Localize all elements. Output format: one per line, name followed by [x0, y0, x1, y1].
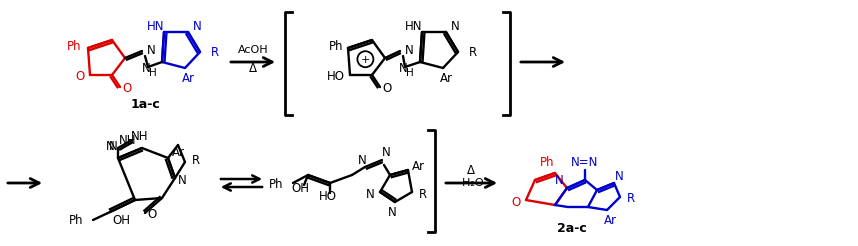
- Text: HO: HO: [319, 190, 337, 203]
- Text: N: N: [614, 169, 624, 183]
- Text: Ar: Ar: [603, 214, 617, 227]
- Text: N: N: [451, 19, 460, 32]
- Text: N: N: [109, 140, 118, 154]
- Text: HN: HN: [405, 19, 423, 32]
- Text: N=N: N=N: [571, 155, 599, 169]
- Text: Δ: Δ: [467, 165, 475, 178]
- Text: HN: HN: [148, 19, 165, 32]
- Text: N: N: [358, 154, 366, 167]
- Text: Ar: Ar: [172, 147, 184, 159]
- Text: OH: OH: [112, 215, 130, 228]
- Text: +: +: [360, 55, 370, 65]
- Text: Δ: Δ: [249, 62, 257, 75]
- Text: N: N: [106, 139, 114, 153]
- Text: H: H: [149, 68, 157, 78]
- Text: AcOH: AcOH: [238, 45, 269, 55]
- Text: Ar: Ar: [182, 72, 195, 84]
- Text: 2a-c: 2a-c: [557, 221, 587, 234]
- Text: R: R: [627, 193, 635, 205]
- Text: R: R: [192, 154, 200, 167]
- Text: N: N: [554, 174, 564, 187]
- Text: Ar: Ar: [439, 72, 452, 84]
- Text: N: N: [399, 62, 408, 75]
- Text: Ar: Ar: [412, 160, 425, 173]
- Text: Ph: Ph: [329, 41, 343, 53]
- Text: Ph: Ph: [67, 41, 82, 53]
- Text: N: N: [382, 147, 390, 159]
- Text: N: N: [405, 44, 414, 57]
- Text: HO: HO: [327, 70, 345, 82]
- Text: N: N: [366, 188, 374, 201]
- Text: OH: OH: [291, 182, 309, 195]
- Text: R: R: [211, 46, 219, 59]
- Text: 1a-c: 1a-c: [130, 98, 160, 111]
- Text: Ph: Ph: [540, 156, 554, 169]
- Text: N: N: [178, 174, 186, 187]
- Text: O: O: [148, 207, 157, 220]
- Text: O: O: [123, 82, 131, 95]
- Text: Ph: Ph: [269, 179, 283, 191]
- Text: R: R: [469, 46, 477, 59]
- Text: R: R: [419, 187, 427, 200]
- Text: O: O: [383, 82, 391, 95]
- Text: N: N: [147, 44, 156, 57]
- Text: H: H: [406, 68, 414, 78]
- Text: N: N: [193, 19, 202, 32]
- Text: NH: NH: [131, 129, 148, 142]
- Text: NH: NH: [119, 135, 136, 148]
- Text: N: N: [388, 205, 396, 218]
- Text: N: N: [142, 62, 150, 75]
- Text: O: O: [511, 196, 521, 209]
- Text: O: O: [76, 70, 85, 82]
- Text: Ph: Ph: [69, 214, 83, 227]
- Text: -H₂O: -H₂O: [458, 178, 484, 188]
